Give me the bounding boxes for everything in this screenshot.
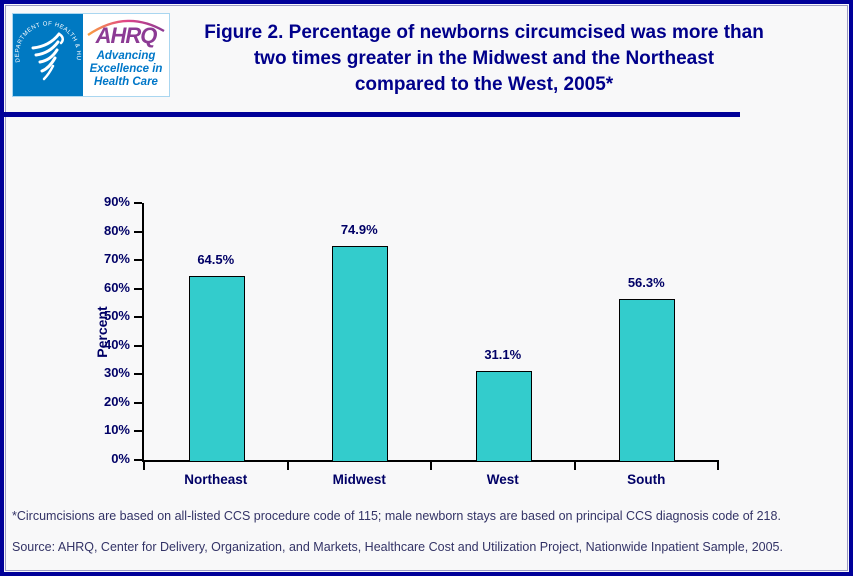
x-axis-tick xyxy=(573,460,576,470)
bar-northeast xyxy=(188,275,245,462)
bar-value-label: 74.9% xyxy=(340,222,378,238)
ahrq-arc-icon xyxy=(87,19,165,36)
y-axis-tick-label: 10% xyxy=(103,422,130,438)
hhs-eagle-icon xyxy=(31,32,64,81)
y-axis-tick-label: 20% xyxy=(103,393,130,409)
category-label-northeast: Northeast xyxy=(184,472,248,487)
figure-title-line: Figure 2. Percentage of newborns circumc… xyxy=(204,22,764,43)
y-axis-tick xyxy=(134,316,142,319)
bar-west xyxy=(475,371,532,462)
y-axis-tick xyxy=(134,259,142,262)
ahrq-tagline-line: Excellence in xyxy=(89,63,163,75)
y-axis-tick-label: 80% xyxy=(103,222,130,238)
bar-midwest xyxy=(332,246,389,462)
footnote-asterisk: *Circumcisions are based on all-listed C… xyxy=(12,509,781,523)
bar-value-label: 31.1% xyxy=(484,347,522,363)
ahrq-hhs-logo: DEPARTMENT OF HEALTH & HUMAN SERVICES • … xyxy=(10,10,170,97)
y-axis-tick xyxy=(134,344,142,347)
y-axis-tick-label: 60% xyxy=(103,279,130,295)
y-axis-tick-label: 40% xyxy=(103,336,130,352)
x-axis-tick xyxy=(143,460,145,470)
ahrq-tagline-line: Health Care xyxy=(94,76,158,88)
y-axis-tick xyxy=(134,430,142,433)
ahrq-logo: AHRQ Advancing Excellence in Health Care xyxy=(83,14,169,96)
category-label-midwest: Midwest xyxy=(332,472,386,487)
y-axis-tick xyxy=(134,230,142,233)
category-label-south: South xyxy=(627,472,666,487)
y-axis-tick xyxy=(134,459,142,461)
y-axis-tick-label: 30% xyxy=(103,365,130,381)
y-axis-tick-label: 90% xyxy=(103,194,130,209)
ahrq-tagline-line: Advancing xyxy=(96,50,156,62)
ahrq-acronym-text: AHRQ xyxy=(95,23,158,48)
footnote-source: Source: AHRQ, Center for Delivery, Organ… xyxy=(12,540,783,554)
bar-value-label: 56.3% xyxy=(627,275,665,291)
y-axis-tick xyxy=(134,373,142,376)
y-axis-tick xyxy=(134,202,142,204)
x-axis-tick xyxy=(717,460,719,470)
header-divider xyxy=(4,112,740,117)
y-axis-tick-label: 0% xyxy=(111,451,130,466)
y-axis-tick-label: 50% xyxy=(103,308,130,324)
bar-value-label: 64.5% xyxy=(197,251,235,267)
figure-title: Figure 2. Percentage of newborns circumc… xyxy=(154,20,814,98)
plot-area: 0% 10% 20% 30% 40% 50% 60% 70% 80% 90% 64.5% Northe… xyxy=(104,194,719,487)
figure-title-line: two times greater in the Midwest and the… xyxy=(253,48,715,69)
y-axis-tick xyxy=(134,401,142,404)
category-label-west: West xyxy=(486,472,519,487)
ahrq-tagline: Advancing Excellence in Health Care xyxy=(83,50,169,89)
y-axis-tick-label: 70% xyxy=(103,251,130,267)
bar-south xyxy=(619,299,676,462)
figure-title-line: compared to the West, 2005* xyxy=(354,74,614,95)
y-axis-tick xyxy=(134,287,142,290)
x-axis-tick xyxy=(430,460,432,470)
x-axis-tick xyxy=(286,460,289,470)
hhs-seal-icon: DEPARTMENT OF HEALTH & HUMAN SERVICES • … xyxy=(10,10,83,96)
